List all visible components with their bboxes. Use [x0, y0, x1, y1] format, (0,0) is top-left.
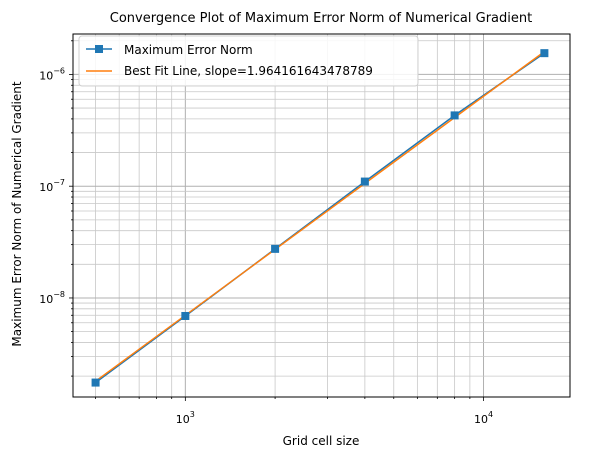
- grid-layer: [73, 34, 570, 397]
- y-tick-label: 10−8: [39, 290, 65, 306]
- legend: Maximum Error Norm Best Fit Line, slope=…: [78, 35, 419, 87]
- fit-line-layer: [91, 49, 549, 387]
- x-axis-label: Grid cell size: [283, 434, 360, 448]
- series-line-best-fit: [95, 51, 545, 382]
- data-point-marker: [450, 111, 459, 120]
- y-axis-label: Maximum Error Norm of Numerical Gradient: [10, 81, 24, 346]
- data-point-marker: [271, 244, 280, 253]
- legend-square-marker-icon: [95, 45, 103, 53]
- tick-layer: 103 104 10−8 10−7 10−6: [39, 40, 493, 426]
- legend-box: [78, 35, 419, 87]
- x-tick-label: 104: [474, 410, 493, 426]
- legend-label-error-norm: Maximum Error Norm: [124, 43, 253, 57]
- y-tick-label: 10−7: [39, 178, 65, 194]
- legend-label-best-fit: Best Fit Line, slope=1.964161643478789: [124, 64, 373, 78]
- data-point-marker: [181, 311, 190, 320]
- plot-area-frame: [72, 33, 571, 398]
- data-point-marker: [91, 378, 100, 387]
- chart-title: Convergence Plot of Maximum Error Norm o…: [110, 11, 532, 26]
- data-point-marker: [360, 177, 369, 186]
- y-tick-label: 10−6: [39, 66, 65, 82]
- x-tick-label: 103: [176, 410, 195, 426]
- data-point-marker: [540, 49, 549, 58]
